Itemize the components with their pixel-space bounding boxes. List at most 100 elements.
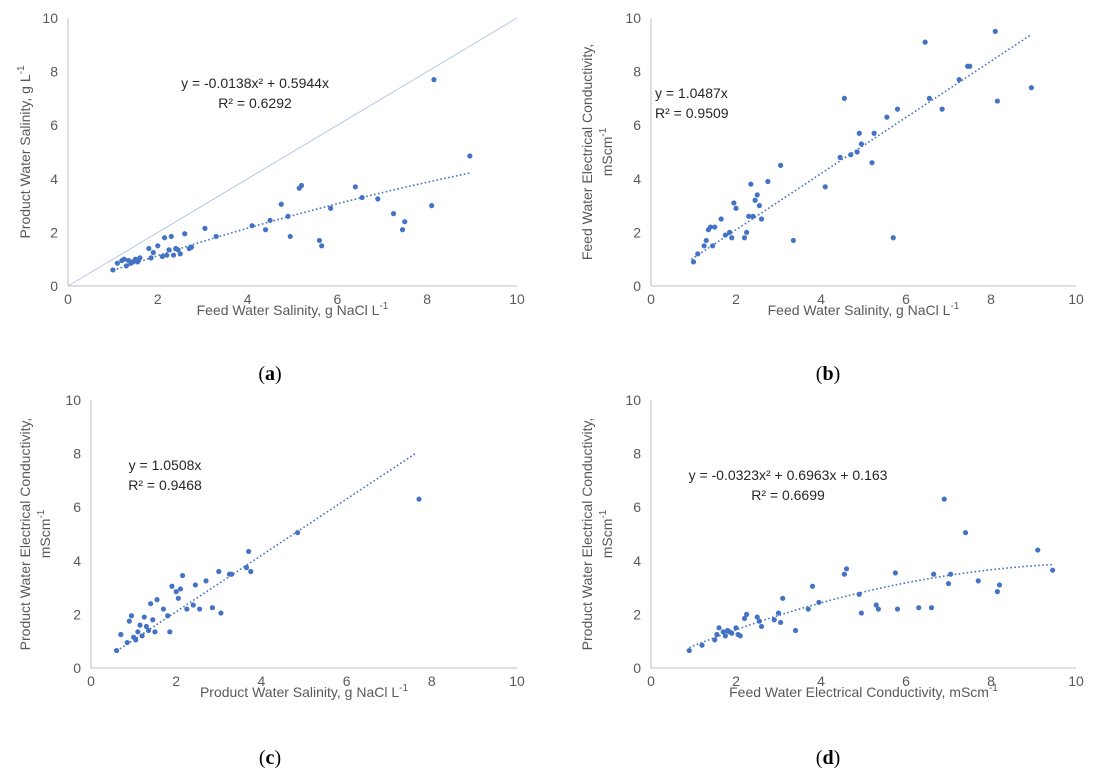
data-point	[746, 213, 752, 219]
data-point	[243, 564, 250, 571]
data-point	[170, 252, 177, 258]
r-squared: R² = 0.6699	[751, 487, 825, 503]
x-axis-label: Feed Water Salinity, g NaCl L-1	[197, 301, 389, 318]
data-point	[922, 39, 928, 45]
data-point	[916, 605, 922, 611]
data-point	[173, 589, 179, 595]
data-point	[431, 77, 437, 83]
data-point	[190, 602, 196, 608]
x-tick-label: 8	[987, 291, 995, 307]
data-point	[948, 571, 954, 577]
data-point	[295, 530, 301, 536]
data-point	[213, 233, 219, 240]
data-point	[729, 235, 735, 241]
data-point	[160, 606, 167, 612]
data-point	[159, 253, 165, 260]
data-point	[1028, 85, 1034, 91]
data-point	[197, 606, 203, 612]
data-point	[699, 642, 705, 648]
data-point	[246, 548, 252, 555]
data-point	[113, 647, 120, 654]
data-point	[167, 629, 173, 635]
chart-panel-a: 0 2 4 6 8 10 0 2 4 6 8 10 Feed Water Salinity, g NaC…	[16, 10, 525, 385]
data-point	[686, 647, 692, 654]
data-point	[712, 224, 718, 230]
data-point	[152, 629, 158, 635]
data-point	[150, 249, 156, 256]
data-point	[890, 235, 896, 241]
data-point	[894, 606, 901, 612]
data-point	[467, 153, 473, 159]
x-tick-label: 4	[244, 291, 252, 307]
x-tick-label: 6	[343, 673, 351, 689]
data-point	[695, 251, 701, 257]
x-tick-label: 4	[258, 673, 266, 689]
data-point	[962, 530, 969, 536]
data-point	[133, 637, 139, 643]
x-tick-label: 6	[902, 291, 910, 307]
data-point	[1050, 567, 1056, 573]
data-point	[145, 627, 152, 634]
data-point	[894, 106, 901, 112]
data-point	[690, 259, 697, 265]
data-point	[175, 595, 181, 601]
data-point	[1035, 547, 1041, 553]
data-point	[267, 217, 273, 223]
data-point	[139, 633, 145, 639]
data-point	[184, 606, 190, 612]
data-point	[716, 625, 722, 631]
y-tick-label: 4	[633, 553, 641, 569]
data-point	[166, 247, 172, 253]
trend-equation: y = 1.0487x	[655, 85, 728, 101]
data-point	[994, 98, 1000, 104]
trendline	[688, 563, 1053, 649]
y-tick-label: 4	[73, 553, 81, 569]
data-point	[141, 614, 147, 620]
x-tick-label: 2	[154, 291, 162, 307]
data-point	[841, 95, 847, 101]
data-point	[841, 571, 847, 577]
data-point	[124, 639, 130, 646]
y-axis-label: Product Water Salinity, g L-1	[16, 65, 33, 239]
data-point	[992, 28, 998, 34]
chart-panel-c: 0 2 4 6 8 10 0 2 4 6 8 10 Product Water Salinity, g …	[17, 392, 525, 769]
data-point	[733, 625, 739, 631]
data-point	[328, 205, 334, 211]
y-tick-label: 0	[73, 660, 81, 676]
data-point	[155, 243, 161, 249]
x-tick-label: 2	[732, 291, 740, 307]
data-point	[926, 95, 932, 101]
data-point	[399, 227, 406, 233]
trend-equation: y = 1.0508x	[129, 457, 202, 473]
data-point	[707, 224, 714, 230]
data-point	[110, 267, 116, 273]
data-point	[718, 216, 724, 222]
data-point	[148, 255, 154, 261]
data-point	[748, 181, 754, 187]
x-tick-label: 0	[87, 673, 95, 689]
data-point	[168, 233, 174, 240]
data-point	[758, 623, 765, 630]
x-tick-label: 10	[509, 291, 525, 307]
data-point	[780, 595, 786, 601]
data-point	[165, 613, 171, 619]
x-tick-label: 2	[732, 673, 740, 689]
data-point	[765, 178, 771, 185]
data-point	[945, 580, 952, 587]
data-point	[375, 196, 381, 202]
data-point	[182, 231, 188, 237]
data-point	[177, 586, 184, 592]
data-point	[169, 583, 175, 589]
data-point	[429, 203, 435, 209]
y-tick-label: 8	[633, 446, 641, 462]
y-tick-label: 0	[50, 278, 58, 294]
x-tick-label: 0	[64, 291, 72, 307]
y-tick-label: 10	[625, 10, 641, 26]
data-point	[843, 566, 850, 572]
y-tick-label: 6	[633, 499, 641, 515]
data-point	[128, 613, 135, 619]
data-point	[216, 568, 222, 575]
x-tick-label: 2	[172, 673, 180, 689]
data-point	[218, 610, 224, 616]
